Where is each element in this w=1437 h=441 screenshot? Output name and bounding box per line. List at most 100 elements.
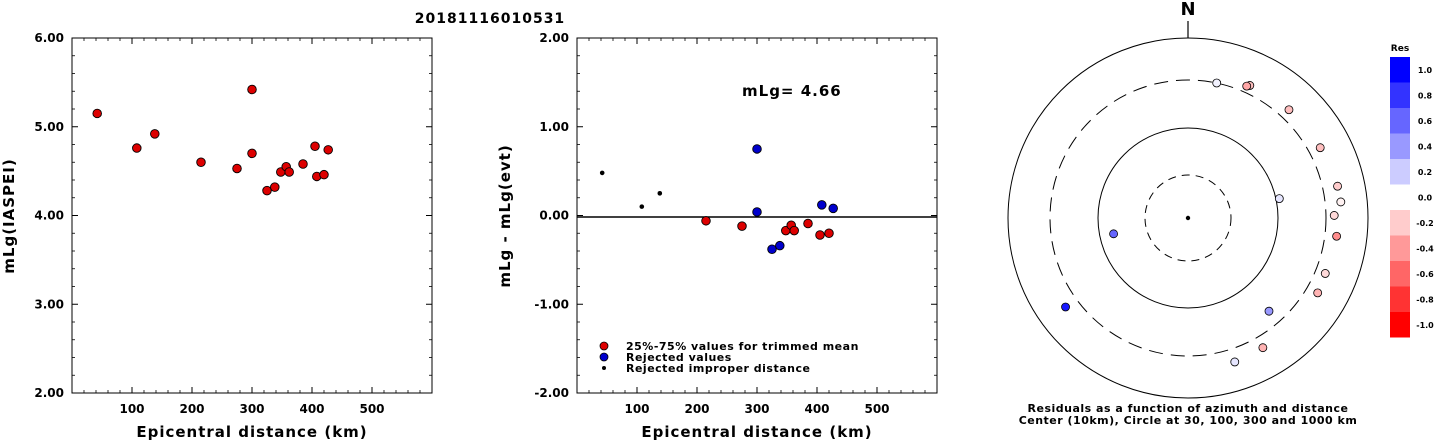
polar-data-point: [1320, 269, 1330, 278]
polar-caption-2: Center (10km), Circle at 30, 100, 300 an…: [1019, 414, 1358, 427]
p2-x-tick-label: 500: [864, 402, 889, 416]
polar-center: [1185, 215, 1191, 221]
p2-data-point: [828, 203, 838, 214]
colorbar-label: -0.4: [1416, 244, 1434, 253]
colorbar: Res 1.0 0.8 0.6 0.4 0.2 0.0 -0.2 -0.4 -0.6 -0.8 -1…: [1390, 44, 1434, 338]
legend-marker-trimmed: [599, 341, 609, 351]
p2-data-point: [815, 230, 825, 240]
legend-marker-improper: [602, 366, 606, 370]
p2-data-point: [824, 228, 834, 238]
panel-1-y-ticks: 2.00 3.00 4.00 5.00 6.00: [34, 31, 432, 400]
p1-data-point: [319, 169, 329, 180]
colorbar-cell: [1390, 159, 1410, 185]
p2-x-tick-label: 300: [744, 402, 769, 416]
panel-1-y-label: mLg(IASPEI): [0, 158, 18, 273]
polar-data-point: [1264, 306, 1274, 316]
p2-x-tick-label: 100: [624, 402, 649, 416]
panel-2-x-ticks: 100 200 300 400 500: [576, 38, 938, 416]
p1-data-point: [132, 143, 142, 153]
panel-2-legend: 25%-75% values for trimmed mean Rejected…: [599, 340, 859, 375]
p2-data-point: [657, 191, 663, 196]
p2-data-point: [639, 204, 645, 209]
p1-x-tick-label: 200: [179, 402, 204, 416]
p2-data-point: [789, 225, 799, 236]
polar-points: [1061, 78, 1346, 367]
panel-2-y-ticks: -2.00 -1.00 0.00 1.00 2.00: [534, 31, 937, 400]
polar-data-point: [1315, 143, 1325, 153]
colorbar-cell: [1390, 57, 1410, 83]
colorbar-cells: [1390, 57, 1410, 338]
polar-data-point: [1284, 105, 1294, 115]
colorbar-label: 1.0: [1418, 66, 1433, 75]
ring-30km: [1144, 174, 1232, 262]
figure-title: 20181116010531: [415, 11, 565, 27]
p1-x-tick-label: 400: [299, 402, 324, 416]
p1-data-point: [150, 129, 160, 139]
ring-1000km: [1007, 37, 1369, 399]
p1-data-point: [196, 157, 206, 167]
colorbar-cell: [1390, 261, 1410, 287]
polar-data-point: [1332, 231, 1342, 241]
polar-data-point: [1061, 302, 1070, 312]
colorbar-cell: [1390, 235, 1410, 261]
p2-y-tick-label: -1.00: [534, 297, 569, 311]
colorbar-cell: [1390, 184, 1410, 210]
p1-y-tick-label: 6.00: [34, 31, 64, 45]
colorbar-label: -1.0: [1416, 321, 1434, 330]
p2-data-point: [752, 207, 762, 217]
p1-data-point: [247, 84, 257, 95]
panel-1-x-ticks: 100 200 300 400 500: [71, 38, 433, 416]
colorbar-label: 0.6: [1418, 117, 1433, 126]
p1-y-tick-label: 5.00: [34, 120, 64, 134]
ring-100km: [1097, 127, 1279, 309]
p2-data-point: [599, 170, 605, 176]
polar-data-point: [1212, 78, 1222, 88]
panel-2-x-label: Epicentral distance (km): [641, 423, 872, 441]
p2-y-tick-label: 1.00: [539, 120, 569, 134]
legend-label-improper: Rejected improper distance: [626, 362, 810, 375]
colorbar-title: Res: [1391, 44, 1409, 54]
colorbar-cell: [1390, 312, 1410, 338]
polar-data-point: [1329, 211, 1339, 220]
polar-data-point: [1313, 288, 1323, 298]
polar-caption-1: Residuals as a function of azimuth and d…: [1028, 402, 1349, 415]
p1-data-point: [92, 108, 102, 119]
colorbar-label: 0.8: [1418, 91, 1433, 100]
polar-plot: N Residuals as a function of azimuth and…: [1007, 0, 1369, 427]
polar-data-point: [1274, 194, 1284, 203]
p2-x-tick-label: 400: [804, 402, 829, 416]
colorbar-label: 0.2: [1418, 168, 1432, 177]
polar-data-point: [1109, 229, 1118, 239]
p1-y-tick-label: 3.00: [34, 297, 64, 311]
panel-1-x-label: Epicentral distance (km): [136, 423, 367, 441]
p2-x-tick-label: 200: [684, 402, 709, 416]
p1-data-point: [270, 182, 280, 192]
legend-label-rejected: Rejected values: [626, 351, 732, 364]
colorbar-label: -0.2: [1416, 219, 1434, 228]
p2-data-point: [803, 218, 813, 229]
polar-data-point: [1336, 197, 1346, 207]
panel-1-points: [92, 84, 333, 196]
p2-data-point: [737, 221, 747, 231]
p1-y-tick-label: 4.00: [34, 209, 64, 223]
p2-data-point: [701, 216, 711, 226]
p1-data-point: [262, 185, 272, 196]
legend-marker-rejected: [599, 352, 609, 362]
p2-data-point: [775, 240, 785, 251]
p1-data-point: [247, 148, 257, 159]
p1-data-point: [323, 145, 333, 155]
colorbar-cell: [1390, 108, 1410, 134]
ring-300km: [1049, 79, 1327, 357]
p1-data-point: [284, 167, 294, 177]
colorbar-label: -0.6: [1416, 270, 1434, 279]
p1-data-point: [298, 159, 308, 169]
legend-label-trimmed: 25%-75% values for trimmed mean: [626, 340, 859, 353]
p2-y-tick-label: 0.00: [539, 209, 569, 223]
polar-data-point: [1242, 81, 1252, 91]
colorbar-cell: [1390, 133, 1410, 159]
p1-data-point: [232, 163, 242, 174]
p2-data-point: [767, 244, 777, 254]
p1-x-tick-label: 500: [359, 402, 384, 416]
panel-2-annotation: mLg= 4.66: [742, 82, 842, 100]
